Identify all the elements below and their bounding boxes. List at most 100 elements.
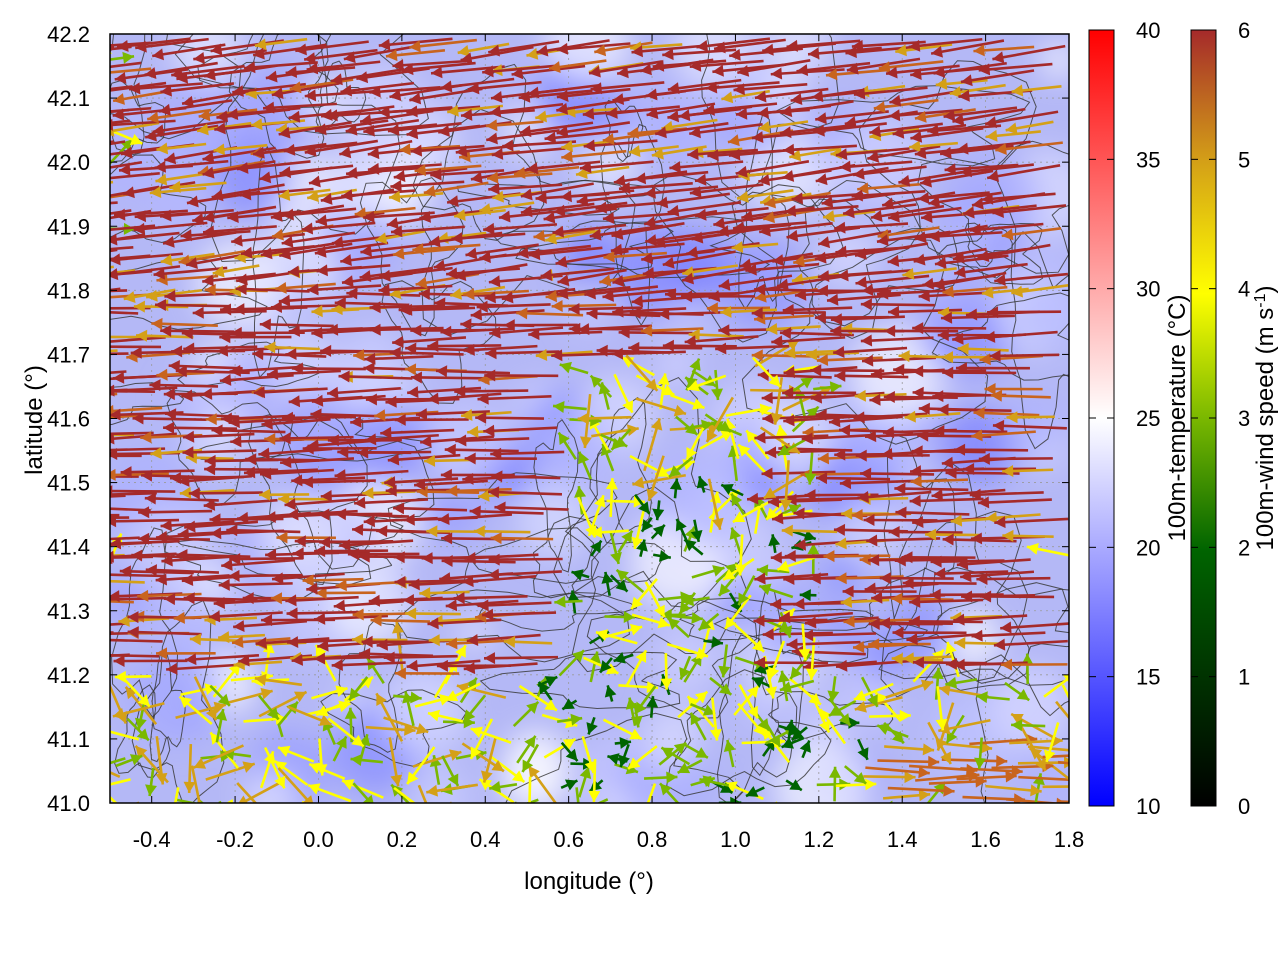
wind-vector-head (535, 110, 547, 123)
wind-vector (511, 64, 586, 80)
wind-vector-head (407, 386, 419, 399)
wind-vector-shaft (151, 322, 218, 328)
wind-vector-head (213, 701, 226, 714)
wind-vector (278, 493, 331, 506)
wind-vector-head (1004, 829, 1016, 841)
wind-vector-head (418, 287, 430, 300)
wind-vector-shaft (110, 192, 132, 199)
wind-vector-head (963, 206, 975, 219)
wind-vector-head (779, 327, 792, 340)
wind-vector (444, 644, 467, 685)
wind-vector-head (394, 413, 406, 426)
wind-vector-shaft (770, 68, 845, 76)
wind-vector (745, 785, 765, 798)
wind-vector (477, 392, 552, 405)
wind-vector-head (197, 123, 209, 136)
wind-vector-shaft (282, 207, 357, 217)
wind-vector-shaft (931, 488, 1006, 498)
wind-vector-head (410, 144, 423, 157)
wind-vector (211, 424, 286, 437)
wind-vector-head (427, 340, 439, 353)
wind-vector-head (479, 203, 492, 216)
wind-vector-head (706, 429, 718, 443)
wind-vector-head (762, 628, 774, 641)
wind-vector (863, 514, 938, 527)
wind-vector (906, 632, 981, 645)
wind-vector-head (350, 415, 362, 428)
wind-vector-shaft (279, 435, 354, 440)
wind-vector-head (629, 306, 641, 319)
wind-vector-head (183, 781, 196, 793)
wind-vector-head (662, 48, 674, 61)
wind-vector-head (728, 148, 741, 161)
wind-vector-head (405, 342, 417, 355)
wind-vector-head (438, 124, 450, 137)
wind-vector-head (920, 679, 934, 691)
wind-vector (352, 608, 412, 621)
wind-vector-shaft (110, 46, 115, 50)
contour-line (110, 34, 242, 140)
wind-vector (789, 652, 812, 680)
wind-vector-head (852, 640, 865, 653)
wind-vector (799, 740, 811, 759)
wind-vector-head (789, 779, 802, 791)
wind-vector (110, 451, 111, 452)
wind-vector-head (645, 88, 658, 101)
temperature-blob (774, 739, 871, 803)
wind-vector-head (182, 446, 194, 459)
wind-vector (870, 204, 945, 222)
wind-vector-head (660, 608, 672, 621)
wind-vector (1061, 684, 1069, 701)
wind-vector-head (684, 526, 696, 540)
wind-vector (282, 207, 357, 221)
wind-vector-head (113, 655, 125, 668)
wind-vector-head (630, 715, 643, 728)
wind-vector-head (783, 572, 795, 585)
wind-vector (110, 384, 178, 397)
wind-vector (487, 568, 562, 581)
wind-vector-shaft (489, 102, 564, 115)
wind-vector-shaft (646, 783, 657, 803)
wind-vector-head (341, 275, 354, 288)
wind-vector-shaft (909, 497, 984, 503)
wind-vector-head (219, 331, 231, 344)
wind-vector (689, 59, 764, 72)
wind-vector (483, 222, 558, 235)
wind-vector-shaft (253, 387, 328, 395)
wind-vector (956, 558, 1031, 570)
wind-vector-head (892, 626, 904, 639)
wind-vector (835, 659, 910, 672)
wind-vector-head (570, 713, 583, 726)
wind-vector (138, 506, 213, 519)
wind-vector-shaft (110, 431, 154, 436)
wind-vector (636, 539, 648, 557)
wind-vector-shaft (888, 108, 963, 118)
wind-vector-head (970, 532, 983, 545)
wind-vector-head (605, 663, 619, 675)
wind-vector-head (306, 582, 318, 595)
wind-vector-head (870, 367, 883, 380)
wind-vector-head (164, 593, 176, 606)
wind-vector-shaft (110, 61, 142, 69)
wind-vector (110, 119, 130, 125)
wind-vector-shaft (158, 99, 233, 113)
wind-vector-head (441, 532, 453, 545)
wind-vector (243, 712, 287, 725)
wind-vector (860, 334, 934, 347)
wind-vector-head (353, 349, 365, 362)
wind-vector-head (579, 161, 592, 174)
wind-vector-head (314, 245, 327, 258)
wind-vector-shaft (144, 496, 219, 502)
wind-vector (243, 61, 318, 74)
wind-vector-shaft (171, 64, 245, 77)
x-tick-label: 1.0 (720, 827, 751, 852)
wind-vector (345, 118, 420, 136)
wind-vector-shaft (940, 314, 1015, 320)
wind-vector-shaft (933, 271, 1007, 288)
wind-vector-head (374, 409, 386, 422)
wind-vector-head (520, 188, 533, 201)
wind-vector (629, 801, 633, 803)
wind-vector-head (266, 707, 279, 720)
wind-vector-shaft (937, 408, 1012, 412)
wind-vector (984, 383, 1043, 396)
